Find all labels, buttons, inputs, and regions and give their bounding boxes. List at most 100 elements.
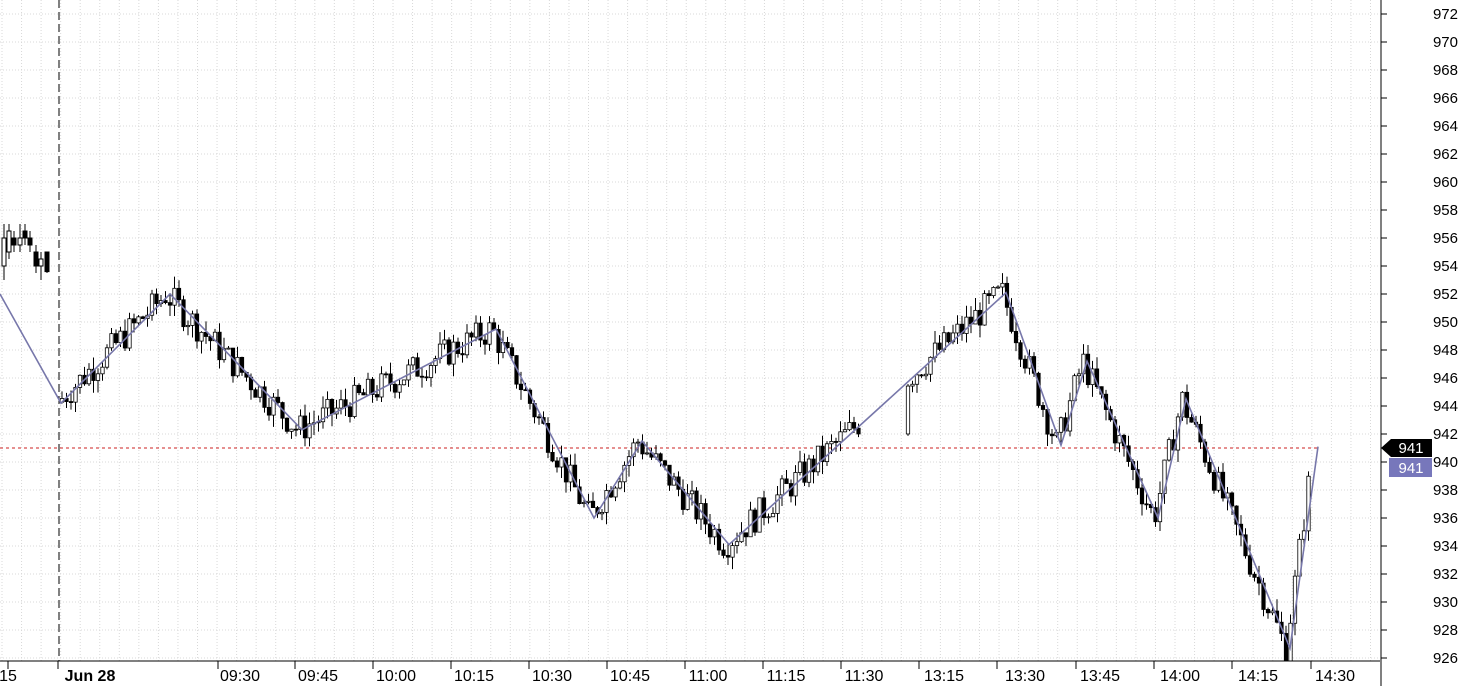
time-tick-label: 13:15 <box>924 668 964 685</box>
candle-body <box>838 431 843 443</box>
price-tick-label: 958 <box>1433 202 1458 219</box>
price-tick-label: 930 <box>1433 594 1458 611</box>
candle-body <box>383 373 389 376</box>
candle-body <box>1265 609 1271 614</box>
candle-body <box>1013 331 1019 344</box>
candle-body <box>352 384 357 417</box>
candle-body <box>289 428 294 432</box>
candle-body <box>451 341 456 365</box>
candle-body <box>707 523 713 538</box>
time-tick-label: 11:30 <box>845 668 884 685</box>
candle-body <box>937 342 942 350</box>
candle-body <box>716 528 722 551</box>
candle-body <box>1229 492 1235 507</box>
candle-body <box>91 368 96 381</box>
candle-body <box>833 441 839 443</box>
candle-body <box>1022 358 1028 369</box>
candle-body <box>203 331 209 337</box>
candle-body <box>550 451 555 462</box>
candle-body <box>167 302 173 306</box>
candle-body <box>33 251 39 267</box>
candle-body <box>559 457 564 468</box>
time-tick-label: 14:30 <box>1315 668 1355 685</box>
price-tick-label: 934 <box>1433 538 1458 555</box>
candle-body <box>397 384 402 393</box>
price-tick-label: 954 <box>1433 258 1458 275</box>
price-tick-label: 926 <box>1433 650 1458 667</box>
candle-body <box>982 293 987 326</box>
candle-body <box>797 461 803 473</box>
price-tick-label: 960 <box>1433 174 1458 191</box>
candle-body <box>410 357 416 366</box>
candle-body <box>743 532 749 538</box>
last-price-tag <box>1381 439 1432 457</box>
candle-body <box>320 407 326 423</box>
candle-body <box>194 313 200 342</box>
candle-body <box>1076 373 1082 377</box>
candle-body <box>802 461 807 483</box>
candle-body <box>847 422 852 431</box>
price-tick-label: 956 <box>1433 230 1458 247</box>
candle-body <box>181 299 186 328</box>
candle-body <box>68 401 74 403</box>
time-tick-label: 15 <box>0 668 17 685</box>
candle-body <box>469 332 474 338</box>
candle-body <box>365 378 371 396</box>
candle-body <box>266 406 272 416</box>
candle-body <box>437 343 443 360</box>
candle-body <box>509 347 515 357</box>
candle-body <box>842 429 848 433</box>
candle-body <box>325 398 330 409</box>
time-tick-label: 10:15 <box>454 668 494 685</box>
candle-body <box>163 300 168 304</box>
price-tick-label: 970 <box>1433 34 1458 51</box>
candle-body <box>563 457 569 483</box>
candle-body <box>27 237 33 246</box>
candle-body <box>136 316 141 324</box>
candle-body <box>392 383 398 393</box>
candle-body <box>986 293 992 297</box>
price-tick-label: 940 <box>1433 454 1458 471</box>
candle-body <box>100 366 105 375</box>
candle-body <box>554 460 560 468</box>
candle-body <box>1117 434 1122 444</box>
candle-body <box>784 478 789 484</box>
candle-body <box>73 387 78 403</box>
candle-body <box>1247 555 1253 575</box>
price-tick-label: 964 <box>1433 118 1458 135</box>
candle-body <box>577 486 582 505</box>
candle-body <box>505 341 510 349</box>
candle-body <box>1058 417 1064 433</box>
candle-body <box>239 356 245 373</box>
price-tick-label: 968 <box>1433 62 1458 79</box>
candle-body <box>226 347 231 350</box>
candle-body <box>1256 576 1262 584</box>
candle-body <box>1202 441 1208 463</box>
candle-body <box>1139 487 1145 505</box>
candle-body <box>730 545 735 558</box>
time-tick-label: 14:15 <box>1238 668 1278 685</box>
candle-body <box>473 322 479 338</box>
candle-body <box>370 378 375 395</box>
candle-body <box>38 258 44 267</box>
price-tick-label: 966 <box>1433 90 1458 107</box>
candle-body <box>779 478 785 496</box>
candle-body <box>131 318 137 324</box>
price-tick-label: 928 <box>1433 622 1458 639</box>
candle-body <box>914 374 920 385</box>
zigzag-line <box>0 291 1319 652</box>
time-axis: 15 Jun 28 09:30 09:45 10:00 10:15 10:30 10:45 11… <box>0 660 1380 686</box>
time-tick-label: 09:30 <box>220 668 260 685</box>
candle-body <box>478 322 483 341</box>
time-tick-label: 09:45 <box>298 668 338 685</box>
candle-body <box>1112 419 1118 444</box>
candle-body <box>460 353 465 356</box>
candle-body <box>1207 461 1212 473</box>
candle-body <box>622 464 627 483</box>
candle-body <box>662 460 668 466</box>
candle-body <box>230 347 236 377</box>
candle-body <box>406 364 411 381</box>
candle-body <box>1049 433 1055 437</box>
